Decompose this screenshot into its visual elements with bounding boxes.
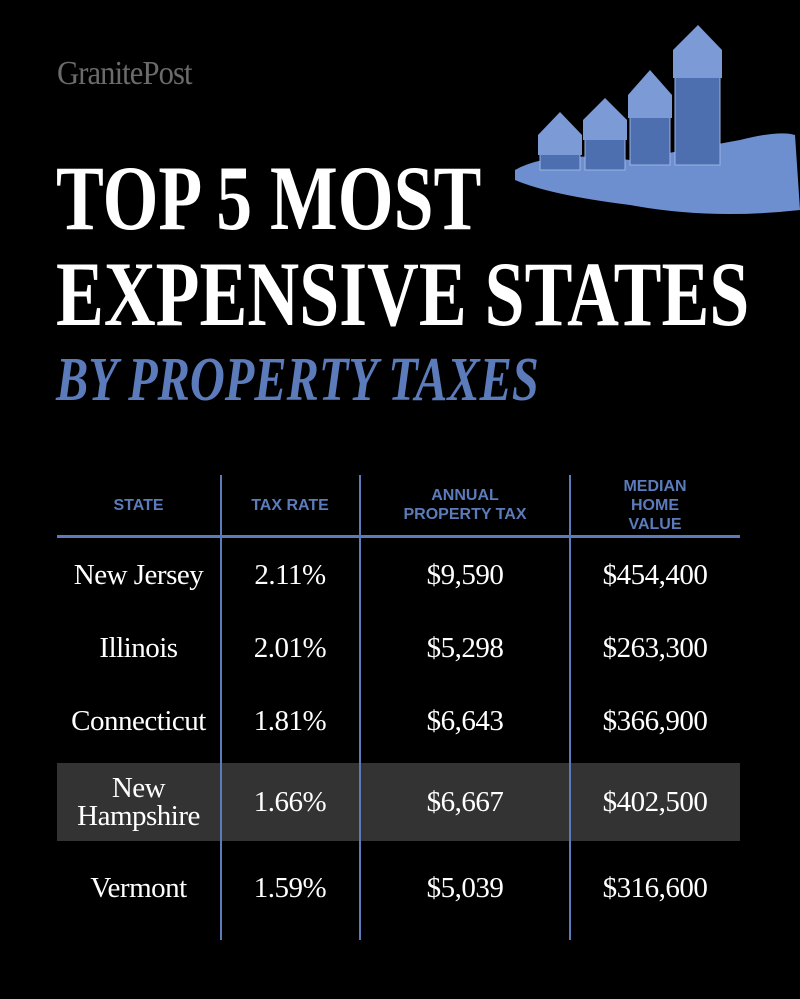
divider: [220, 475, 222, 940]
table-cell: 1.66%: [253, 786, 327, 818]
table-cell: $9,590: [426, 558, 504, 591]
title-line: EXPENSIVE STATES: [56, 243, 750, 345]
header-cell: ANNUAL PROPERTY TAX: [403, 487, 527, 523]
table-cell: 1.81%: [253, 704, 327, 737]
divider: [569, 475, 571, 940]
table-cell: $263,300: [602, 631, 708, 664]
table-row: Connecticut 1.81% $6,643 $366,900: [57, 684, 740, 757]
title: TOP 5 MOST EXPENSIVE STATES: [56, 150, 749, 342]
table-cell: Connecticut: [71, 704, 206, 737]
table-cell: Illinois: [99, 631, 178, 664]
table-cell: $366,900: [602, 704, 708, 737]
header-cell: MEDIAN HOME VALUE: [623, 477, 687, 533]
header-cell: STATE: [113, 496, 164, 514]
table-cell: $402,500: [602, 786, 708, 818]
table-cell: $454,400: [602, 558, 708, 591]
table-cell: Vermont: [90, 871, 187, 904]
title-line: TOP 5 MOST: [56, 147, 482, 249]
table-cell: $6,643: [426, 704, 504, 737]
table-row: New Hampshire 1.66% $6,667 $402,500: [57, 763, 740, 841]
divider: [359, 475, 361, 940]
table-cell: 1.59%: [253, 871, 327, 904]
table-row: Vermont 1.59% $5,039 $316,600: [57, 851, 740, 924]
table-cell: $6,667: [426, 786, 504, 818]
header-row: STATE TAX RATE ANNUAL PROPERTY TAX MEDIAN H…: [57, 475, 740, 538]
table-cell: $5,298: [426, 631, 504, 664]
table-cell: New Jersey: [73, 558, 204, 591]
subtitle: BY PROPERTY TAXES: [56, 346, 539, 414]
table-cell: $316,600: [602, 871, 708, 904]
brand: GranitePost: [57, 55, 192, 92]
table-row: New Jersey 2.11% $9,590 $454,400: [57, 538, 740, 611]
table-row: Illinois 2.01% $5,298 $263,300: [57, 611, 740, 684]
table-cell: 2.01%: [253, 631, 327, 664]
header-cell: TAX RATE: [251, 496, 329, 514]
table: STATE TAX RATE ANNUAL PROPERTY TAX MEDIAN H…: [57, 475, 740, 924]
table-cell: New Hampshire: [77, 772, 200, 832]
illustration: [515, 25, 800, 214]
table-cell: $5,039: [426, 871, 504, 904]
table-cell: 2.11%: [254, 558, 326, 591]
